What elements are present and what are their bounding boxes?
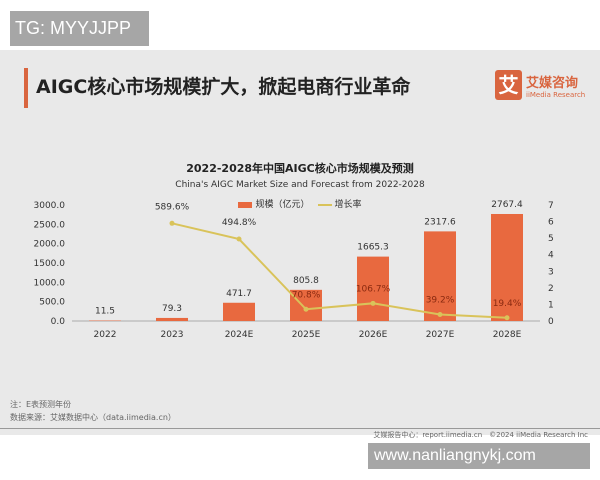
bar xyxy=(424,231,456,321)
y-right-tick: 3 xyxy=(548,267,554,277)
legend-bar: 规模（亿元） xyxy=(238,197,310,210)
logo-mark: 艾 xyxy=(495,70,522,100)
growth-point xyxy=(504,315,510,321)
legend-line-swatch xyxy=(317,203,332,206)
chart-title: 2022-2028年中国AIGC核心市场规模及预测 xyxy=(186,162,414,175)
legend-line: 增长率 xyxy=(317,197,362,210)
y-left-tick: 3000.0 xyxy=(34,201,66,211)
growth-label: 19.4% xyxy=(493,299,522,309)
bar-label: 2317.6 xyxy=(424,217,456,227)
y-right-tick: 6 xyxy=(548,218,554,228)
growth-label: 39.2% xyxy=(426,296,455,306)
note-source: 数据来源：艾媒数据中心（data.iimedia.cn） xyxy=(10,413,176,422)
y-left-tick: 0.0 xyxy=(51,317,66,327)
y-left-tick: 2500.0 xyxy=(34,220,66,230)
footer-text: 艾媒报告中心：report.iimedia.cn ©2024 iiMedia R… xyxy=(373,431,588,439)
growth-point xyxy=(303,306,309,312)
growth-label: 494.8% xyxy=(222,218,257,228)
bar-label: 79.3 xyxy=(162,304,182,314)
title-accent xyxy=(24,68,28,108)
bar xyxy=(156,317,188,321)
growth-point xyxy=(169,220,175,226)
bar xyxy=(290,289,322,321)
y-right-tick: 1 xyxy=(548,300,554,310)
growth-line xyxy=(171,222,508,319)
logo-cn: 艾媒咨询 xyxy=(526,75,579,91)
x-tick: 2024E xyxy=(225,330,254,340)
x-tick: 2027E xyxy=(426,330,455,340)
growth-point xyxy=(236,236,242,242)
y-right-tick: 7 xyxy=(548,201,554,211)
bar-label: 11.5 xyxy=(95,307,115,317)
growth-label: 589.6% xyxy=(155,202,190,212)
x-tick: 2028E xyxy=(493,330,522,340)
bar-label: 471.7 xyxy=(226,289,252,299)
bar xyxy=(357,256,389,321)
y-right-tick: 5 xyxy=(548,234,554,244)
y-left-tick: 500.0 xyxy=(39,298,65,308)
growth-label: 106.7% xyxy=(356,284,391,294)
growth-point xyxy=(437,312,443,318)
x-tick: 2023 xyxy=(161,330,184,340)
y-right-tick: 0 xyxy=(548,317,554,327)
headline: AIGC核心市场规模扩大，掀起电商行业革命 xyxy=(36,76,411,98)
logo-en: iiMedia Research xyxy=(526,90,586,99)
y-left-tick: 1000.0 xyxy=(34,278,66,288)
legend-bar-swatch xyxy=(238,201,253,208)
growth-label: 70.8% xyxy=(292,290,321,300)
watermark-bottom: www.nanliangnykj.com xyxy=(368,443,590,469)
legend: 规模（亿元） 增长率 xyxy=(0,197,600,210)
y-left-tick: 2000.0 xyxy=(34,240,66,250)
y-right-tick: 2 xyxy=(548,284,554,294)
imedia-logo: 艾 艾媒咨询 iiMedia Research xyxy=(495,70,585,100)
bar xyxy=(223,302,255,321)
y-right-tick: 4 xyxy=(548,251,554,261)
x-tick: 2025E xyxy=(292,330,321,340)
chart-subtitle: China's AIGC Market Size and Forecast fr… xyxy=(175,180,425,190)
note-forecast: 注：E表预测年份 xyxy=(10,400,72,409)
bar-label: 1665.3 xyxy=(357,243,389,253)
y-left-tick: 1500.0 xyxy=(34,259,66,269)
watermark-top: TG: MYYJJPP xyxy=(10,11,149,46)
bar-label: 805.8 xyxy=(293,276,319,286)
x-tick: 2022 xyxy=(94,330,117,340)
growth-point xyxy=(370,300,376,306)
bar-label: 2767.4 xyxy=(491,200,523,210)
x-tick: 2026E xyxy=(359,330,388,340)
bar xyxy=(491,213,523,321)
footer-divider xyxy=(0,428,600,429)
